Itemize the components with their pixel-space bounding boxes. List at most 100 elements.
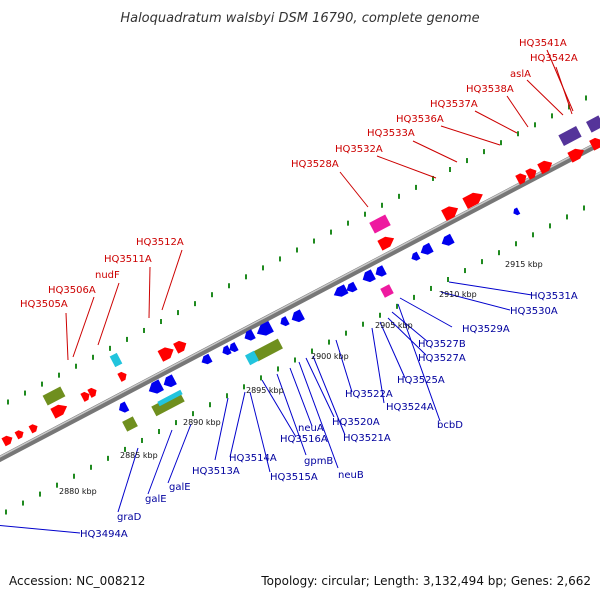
blue-gene-arrow (411, 251, 421, 261)
top-dot (432, 175, 434, 181)
top-leader-line (72, 296, 95, 358)
green-gene-box (253, 338, 283, 362)
top-gene-label: HQ3538A (466, 84, 514, 95)
topology-text: Topology: circular; Length: 3,132,494 bp… (261, 574, 591, 588)
bottom-gene-label: HQ3531A (530, 291, 578, 302)
green-gene-box (42, 386, 66, 406)
red-gene-arrow (462, 192, 483, 209)
top-leader-line (148, 266, 151, 319)
bottom-leader-line (249, 391, 271, 473)
red-gene-arrow (441, 206, 459, 222)
bottom-gene-label: galE (169, 482, 191, 493)
bottom-gene-label: bcbD (437, 420, 463, 431)
bottom-leader-line (289, 367, 313, 427)
top-leader-line (376, 155, 437, 179)
top-gene-label: HQ3537A (430, 99, 478, 110)
genome-backbone (0, 139, 600, 463)
top-dot (92, 354, 94, 360)
top-dot (517, 131, 519, 137)
top-dot (24, 390, 26, 396)
bottom-leader-line (399, 297, 453, 328)
bottom-leader-line (391, 311, 429, 343)
top-dot (381, 202, 383, 208)
bottom-leader-line (305, 357, 335, 418)
bottom-leader-line (298, 361, 339, 469)
blue-gene-arrow (441, 233, 455, 246)
bottom-gene-label: HQ3515A (270, 472, 318, 483)
top-gene-label: HQ3511A (104, 254, 152, 265)
bottom-leader-line (312, 355, 346, 436)
top-dot (585, 95, 587, 101)
cyan-gene-box (245, 350, 259, 366)
blue-gene-arrow (420, 242, 434, 255)
blue-gene-arrow (222, 345, 232, 356)
top-dot (177, 310, 179, 316)
bottom-leader-line (0, 524, 81, 534)
top-leader-line (65, 312, 69, 361)
top-dot (262, 265, 264, 271)
blue-gene-arrow (201, 353, 213, 365)
top-dot (228, 283, 230, 289)
bottom-dot (413, 294, 415, 300)
bottom-leader-line (448, 281, 533, 296)
bottom-gene-label: HQ3521A (343, 433, 391, 444)
bottom-leader-line (147, 429, 173, 495)
top-gene-label: HQ3532A (335, 144, 383, 155)
bottom-dot (549, 223, 551, 229)
top-dot (534, 122, 536, 128)
bottom-dot (447, 277, 449, 283)
scale-tick-label: 2905 kbp (375, 321, 413, 330)
bottom-dot (481, 259, 483, 265)
bottom-gene-label: HQ3520A (332, 417, 380, 428)
bottom-gene-label: graD (117, 512, 142, 523)
bottom-dot (73, 473, 75, 479)
red-gene-arrow (28, 424, 38, 434)
bottom-dot (362, 321, 364, 327)
red-gene-arrow (567, 148, 585, 163)
red-gene-arrow (515, 173, 527, 185)
bottom-dot (583, 205, 585, 211)
blue-gene-arrow (256, 320, 274, 336)
top-dot (483, 149, 485, 155)
blue-gene-arrow (163, 374, 177, 388)
bottom-dot (311, 348, 313, 354)
top-leader-line (440, 125, 501, 146)
top-gene-label: HQ3542A (530, 53, 578, 64)
bottom-dot (209, 402, 211, 408)
magenta-gene-box (380, 284, 394, 298)
bottom-dot (430, 285, 432, 291)
bottom-leader-line (229, 391, 246, 458)
bottom-leader-line (379, 321, 406, 379)
top-gene-label: nudF (95, 270, 120, 281)
bottom-dot (464, 268, 466, 274)
bottom-dot (158, 429, 160, 435)
blue-gene-arrow (513, 207, 521, 216)
map-title: Haloquadratum walsbyi DSM 16790, complet… (120, 11, 479, 26)
bottom-dot (294, 357, 296, 363)
gene-labels: HQ3505A HQ3506A nudF HQ3511A HQ3512A HQ3528A H… (20, 38, 578, 540)
bottom-gene-label: HQ3525A (397, 375, 445, 386)
bottom-dot (328, 339, 330, 345)
bottom-dot (243, 384, 245, 390)
red-gene-arrow (80, 391, 90, 402)
bottom-gene-label: HQ3530A (510, 306, 558, 317)
bottom-dot (532, 232, 534, 238)
top-leader-line (546, 49, 574, 112)
cyan-gene-box (157, 389, 183, 407)
blue-gene-arrow (362, 269, 376, 283)
bottom-dot (515, 241, 517, 247)
top-leader-line (161, 249, 183, 311)
blue-gene-arrow (280, 316, 290, 327)
bottom-gene-label: HQ3514A (229, 453, 277, 464)
bottom-leader-line (387, 317, 427, 356)
bottom-dot (56, 482, 58, 488)
purple-gene-box (586, 115, 600, 133)
scale-tick-label: 2880 kbp (59, 487, 97, 496)
top-gene-label: HQ3536A (396, 114, 444, 125)
top-gene-label: HQ3506A (48, 285, 96, 296)
bottom-leader-line (214, 397, 229, 461)
genome-backbone-highlight (0, 140, 600, 458)
bottom-dot (498, 250, 500, 256)
top-dot (58, 372, 60, 378)
